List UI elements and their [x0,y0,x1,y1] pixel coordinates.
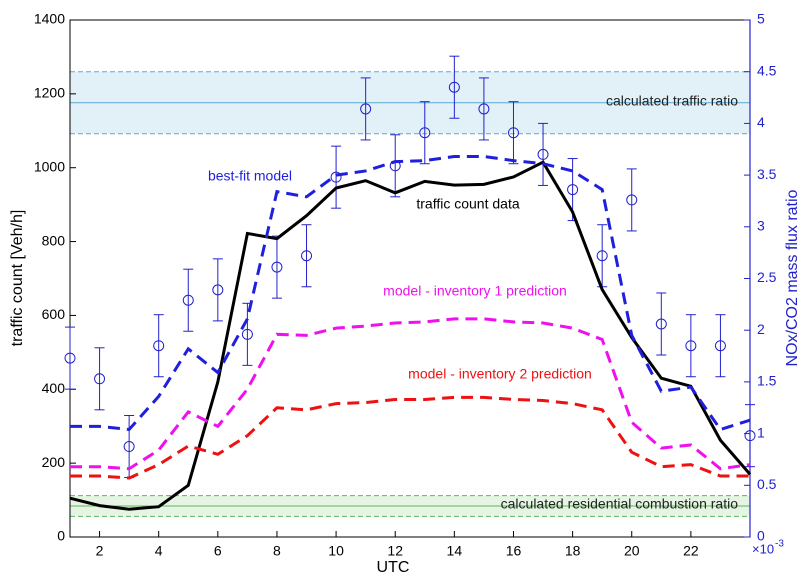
y-tick-label: 600 [42,306,66,322]
x-tick-label: 20 [624,543,640,559]
y2-multiplier-exponent: -3 [775,539,784,550]
observation [478,103,490,115]
y-tick-label: 1200 [34,85,65,101]
observation [655,318,667,330]
series-label: best-fit model [208,168,292,184]
x-tick-label: 14 [447,543,463,559]
y2-tick-label: 2 [757,321,765,337]
x-tick-label: 10 [328,543,344,559]
observation [744,430,756,442]
y2-axis-label: NOx/CO2 mass flux ratio [784,189,801,366]
y2-multiplier: ×10 [752,541,774,556]
y-tick-label: 800 [42,232,66,248]
observation [596,250,608,262]
y2-tick-label: 5 [757,11,765,27]
y2-tick-label: 4 [757,114,765,130]
x-axis-label: UTC [377,559,410,576]
x-tick-label: 6 [214,543,222,559]
y-axis-label: traffic count [Veh/h] [9,210,26,347]
observation [301,250,313,262]
x-tick-label: 8 [273,543,281,559]
y2-tick-label: 2.5 [757,269,777,285]
series-label: model - inventory 1 prediction [383,283,567,299]
observation [94,373,106,385]
y-tick-label: 1000 [34,158,65,174]
observation [212,284,224,296]
observation [685,340,697,352]
observation [153,340,165,352]
x-tick-label: 22 [683,543,699,559]
x-tick-label: 2 [96,543,104,559]
observation [507,127,519,139]
observation [271,261,283,273]
series-line [70,395,750,480]
y2-tick-label: 4.5 [757,62,777,78]
observation [64,352,76,364]
observation [567,184,579,196]
observation [123,441,135,453]
observation [241,328,253,340]
series-line [69,160,752,511]
observation [537,148,549,160]
band-label: calculated residential combustion ratio [501,496,739,512]
observation [419,127,431,139]
y2-tick-label: 3.5 [757,166,777,182]
x-tick-label: 18 [565,543,581,559]
x-tick-label: 12 [387,543,403,559]
series-label: traffic count data [416,196,519,212]
y2-tick-label: 1 [757,424,765,440]
observation [714,340,726,352]
series-label: model - inventory 2 prediction [408,366,592,382]
y-tick-label: 200 [42,454,66,470]
series-line [70,317,751,471]
band-label: calculated traffic ratio [606,92,738,108]
y2-tick-label: 1.5 [757,373,777,389]
x-tick-label: 4 [155,543,163,559]
y2-tick-label: 0.5 [757,476,777,492]
y-tick-label: 400 [42,380,66,396]
y-tick-label: 1400 [34,11,65,27]
observation [330,171,342,183]
x-tick-label: 16 [506,543,522,559]
y-tick-label: 0 [57,528,65,544]
y2-tick-label: 0 [757,528,765,544]
observation [360,103,372,115]
observation [182,294,194,306]
observation [448,81,460,93]
observation [626,194,638,206]
y2-tick-label: 3 [757,218,765,234]
